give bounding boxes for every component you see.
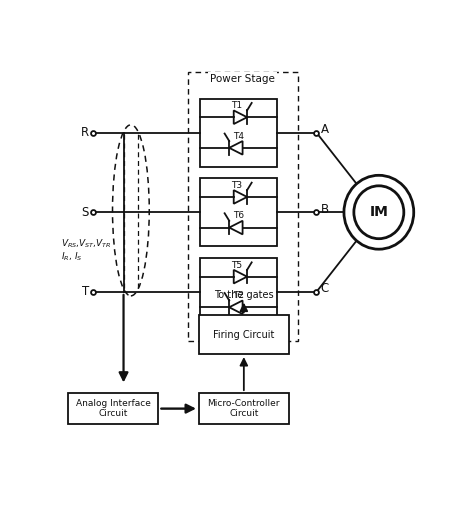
Bar — [199, 315, 289, 354]
Polygon shape — [229, 141, 243, 155]
Text: T6: T6 — [233, 212, 244, 221]
Bar — [199, 393, 289, 424]
Text: T4: T4 — [233, 132, 244, 141]
Bar — [200, 178, 277, 246]
Polygon shape — [234, 111, 247, 124]
Text: T3: T3 — [231, 181, 243, 190]
Text: C: C — [321, 282, 329, 295]
Polygon shape — [234, 190, 247, 204]
Text: IM: IM — [369, 205, 388, 219]
Text: Analog Interface: Analog Interface — [76, 399, 151, 409]
Text: To the gates: To the gates — [214, 290, 273, 300]
Text: T2: T2 — [233, 291, 244, 300]
Text: S: S — [82, 206, 89, 219]
Text: $I_R$, $I_S$: $I_R$, $I_S$ — [61, 250, 82, 263]
Text: T5: T5 — [231, 261, 243, 270]
Polygon shape — [229, 221, 243, 234]
Text: $V_{RS}$,$V_{ST}$,$V_{TR}$: $V_{RS}$,$V_{ST}$,$V_{TR}$ — [61, 237, 112, 249]
Text: R: R — [81, 126, 89, 139]
Text: A: A — [321, 123, 329, 136]
Bar — [200, 98, 277, 167]
Polygon shape — [234, 270, 247, 283]
Text: Micro-Controller: Micro-Controller — [208, 399, 280, 409]
Bar — [68, 393, 158, 424]
Bar — [200, 258, 277, 326]
Text: T: T — [82, 285, 89, 298]
Text: Power Stage: Power Stage — [210, 74, 275, 84]
Polygon shape — [229, 300, 243, 314]
Text: Circuit: Circuit — [99, 409, 128, 418]
Text: T1: T1 — [231, 101, 243, 110]
Text: B: B — [321, 203, 329, 216]
Text: Circuit: Circuit — [229, 409, 258, 418]
Text: Firing Circuit: Firing Circuit — [213, 330, 274, 340]
Bar — [188, 72, 298, 340]
